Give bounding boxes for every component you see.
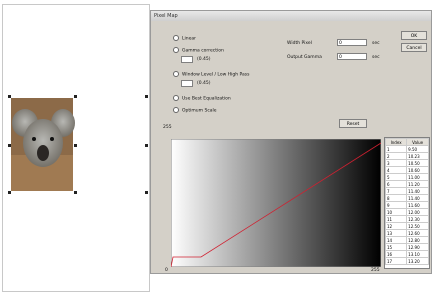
table-cell: 1 — [386, 146, 407, 153]
table-cell: 13.10 — [407, 251, 429, 258]
table-cell: 11.20 — [407, 181, 429, 188]
field-label: Width Pixel — [287, 41, 312, 46]
field-unit: sec — [372, 41, 380, 46]
column-header: Index — [386, 139, 407, 146]
window-value: (0.45) — [197, 81, 211, 86]
table-cell: 10.60 — [407, 167, 429, 174]
table-cell: 12.50 — [407, 223, 429, 230]
gamma-value: (0.45) — [197, 57, 211, 62]
table-cell: 11.60 — [407, 202, 429, 209]
table-cell: 10 — [386, 209, 407, 216]
table-cell: 17 — [386, 258, 407, 265]
curve-plot — [171, 139, 381, 267]
table-cell: 16 — [386, 251, 407, 258]
dialog: Pixel Map Linear Gamma correction (0.45)… — [150, 10, 432, 274]
dialog-title: Pixel Map — [151, 11, 431, 21]
table-cell: 13 — [386, 230, 407, 237]
table-cell: 9 — [386, 202, 407, 209]
column-header: Value — [407, 139, 429, 146]
table-cell: 11.40 — [407, 188, 429, 195]
table-cell: 15 — [386, 244, 407, 251]
field-unit: sec — [372, 55, 380, 60]
table-cell: 4 — [386, 167, 407, 174]
table-cell: 11 — [386, 216, 407, 223]
ok-button[interactable]: OK — [401, 31, 427, 40]
option[interactable]: Window Level / Low High Pass — [173, 71, 249, 78]
table-cell: 12 — [386, 223, 407, 230]
table-cell: 10.50 — [407, 160, 429, 167]
table-cell: 9.50 — [407, 146, 429, 153]
table-cell: 12.30 — [407, 216, 429, 223]
table-cell: 6 — [386, 181, 407, 188]
window-field[interactable] — [181, 80, 193, 87]
table-cell: 8 — [386, 195, 407, 202]
option[interactable]: Linear — [173, 35, 196, 42]
table-cell: 2 — [386, 153, 407, 160]
table-cell: 5 — [386, 174, 407, 181]
field-label: Output Gamma — [287, 55, 322, 60]
table-cell: 12.80 — [407, 237, 429, 244]
table-cell: 3 — [386, 160, 407, 167]
table-cell: 11.40 — [407, 195, 429, 202]
axis-label: 255 — [371, 268, 380, 273]
option[interactable]: Use Best Equalization — [173, 95, 231, 102]
table-cell: 12.00 — [407, 209, 429, 216]
reset-button[interactable]: Reset — [339, 119, 367, 128]
table-cell: 12.60 — [407, 230, 429, 237]
table-cell: 14 — [386, 237, 407, 244]
koala-picture — [3, 5, 149, 291]
gamma-field[interactable] — [181, 56, 193, 63]
option[interactable]: Gamma correction — [173, 47, 224, 54]
document-page — [2, 4, 150, 292]
screen: {"dialog":{"title":"Pixel Map", "options… — [0, 0, 432, 298]
option[interactable]: Optimum Scale — [173, 107, 217, 114]
axis-label: 0 — [165, 268, 168, 273]
field-input[interactable]: 0 — [337, 53, 367, 60]
table-cell: 11.00 — [407, 174, 429, 181]
table-cell: 10.23 — [407, 153, 429, 160]
table-cell: 12.90 — [407, 244, 429, 251]
cancel-button[interactable]: Cancel — [401, 43, 427, 52]
field-input[interactable]: 0 — [337, 39, 367, 46]
axis-label: 255 — [163, 125, 172, 130]
table-cell: 7 — [386, 188, 407, 195]
table-cell: 13.20 — [407, 258, 429, 265]
